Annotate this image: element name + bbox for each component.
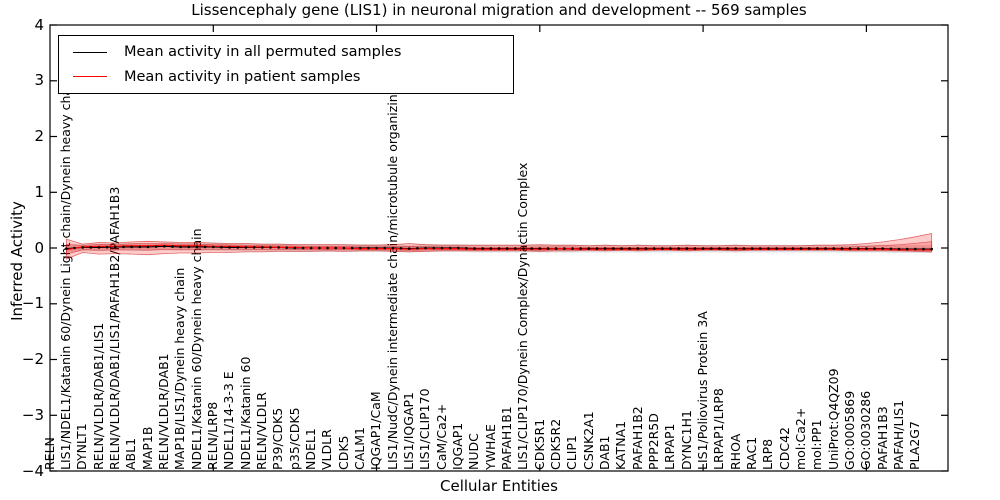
x-axis-label: Cellular Entities	[440, 477, 558, 495]
y-tick-label: −2	[21, 350, 44, 368]
y-tick-label: 3	[34, 71, 44, 90]
y-tick-label: 1	[34, 182, 44, 201]
y-tick-label: −4	[21, 461, 44, 480]
y-axis-label: Inferred Activity	[8, 201, 26, 321]
y-tick-label: −3	[21, 405, 44, 424]
chart-title: Lissencephaly gene (LIS1) in neuronal mi…	[191, 1, 807, 19]
y-tick-label: 2	[34, 127, 44, 145]
y-tick-label: 4	[34, 15, 44, 34]
y-tick-label: −1	[21, 294, 44, 313]
y-tick-label: 0	[34, 238, 44, 257]
